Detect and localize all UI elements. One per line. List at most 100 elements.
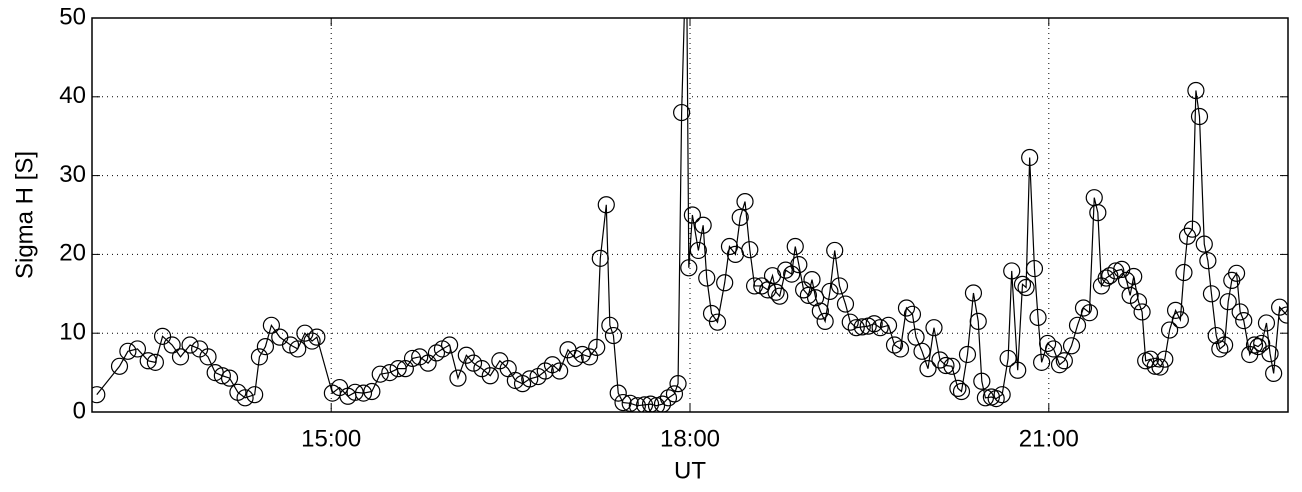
data-point — [1003, 262, 1021, 280]
data-point — [1017, 278, 1035, 297]
data-point — [628, 397, 646, 412]
x-axis-label: UT — [674, 457, 706, 484]
data-point — [1190, 107, 1209, 126]
data-point — [795, 281, 813, 299]
data-point — [199, 348, 217, 366]
data-point — [783, 265, 801, 283]
data-point — [958, 345, 977, 364]
data-point — [1175, 263, 1193, 282]
data-point — [708, 313, 727, 331]
data-point — [771, 287, 789, 305]
data-point — [897, 299, 916, 317]
data-point — [731, 208, 749, 226]
data-point — [641, 395, 660, 412]
data-point — [698, 269, 716, 287]
data-point — [1021, 148, 1039, 167]
y-axis-label: Sigma H [S] — [11, 151, 38, 279]
data-point — [964, 284, 983, 302]
data-point — [1211, 340, 1229, 358]
data-point — [1009, 361, 1027, 379]
data-point — [153, 327, 172, 345]
data-point — [371, 365, 389, 383]
data-point — [464, 354, 483, 372]
data-point — [806, 289, 825, 307]
data-point — [481, 367, 499, 385]
data-point — [591, 249, 609, 267]
data-point — [871, 319, 889, 337]
data-point — [363, 382, 381, 401]
data-point — [354, 384, 373, 402]
data-point — [1261, 345, 1279, 363]
data-point — [659, 389, 678, 407]
data-point — [1039, 334, 1057, 353]
data-point — [753, 277, 771, 295]
data-point — [673, 103, 691, 122]
data-point — [976, 389, 995, 407]
data-point — [119, 342, 137, 360]
data-point — [853, 318, 871, 336]
data-point — [1166, 301, 1185, 319]
data-point — [689, 241, 707, 260]
data-point — [580, 348, 599, 366]
data-point — [250, 348, 269, 366]
data-point — [1231, 303, 1249, 321]
data-point — [841, 313, 859, 331]
data-point — [830, 277, 849, 295]
data-point — [419, 354, 437, 372]
data-point — [1146, 357, 1164, 375]
data-point — [1202, 285, 1221, 303]
data-point — [146, 353, 164, 371]
data-point — [669, 375, 687, 393]
data-point — [604, 326, 623, 345]
data-point — [836, 295, 855, 313]
data-point — [826, 241, 844, 260]
data-point — [653, 395, 672, 412]
data-point — [346, 383, 364, 401]
data-point — [1129, 293, 1148, 311]
data-point — [1097, 269, 1115, 287]
data-point — [999, 349, 1017, 368]
data-point — [816, 312, 834, 330]
y-tick-label: 50 — [59, 3, 86, 30]
data-point — [993, 386, 1011, 404]
data-point — [1187, 81, 1205, 100]
data-point — [403, 349, 422, 368]
data-point — [163, 336, 181, 354]
data-point — [683, 206, 701, 224]
data-point — [597, 196, 615, 214]
data-point — [821, 282, 839, 301]
data-point — [694, 216, 712, 234]
data-point — [1245, 336, 1264, 354]
y-tick-label: 0 — [73, 397, 86, 424]
data-point — [736, 193, 754, 211]
y-tick-label: 30 — [59, 161, 86, 188]
data-point — [521, 370, 539, 388]
data-point — [1216, 336, 1234, 354]
data-point — [803, 271, 821, 289]
data-point — [1257, 314, 1276, 332]
data-point — [128, 340, 147, 358]
data-point — [256, 337, 275, 356]
data-point — [601, 316, 619, 334]
data-point — [1089, 204, 1107, 222]
data-point — [1062, 337, 1081, 355]
data-point — [1183, 220, 1201, 238]
data-point — [635, 396, 654, 412]
data-point — [767, 283, 785, 301]
data-point — [949, 379, 967, 397]
data-point — [1107, 262, 1125, 280]
data-point — [427, 344, 446, 362]
data-point — [907, 328, 925, 346]
data-point — [925, 319, 943, 337]
data-point — [1133, 303, 1151, 321]
data-point — [1080, 304, 1099, 322]
data-point — [1219, 293, 1237, 311]
data-point — [213, 367, 231, 385]
data-point — [891, 340, 910, 358]
data-point — [1265, 364, 1283, 382]
data-point — [745, 277, 764, 295]
plot-area — [92, 18, 1288, 412]
data-point — [621, 394, 639, 412]
data-point — [289, 340, 307, 358]
